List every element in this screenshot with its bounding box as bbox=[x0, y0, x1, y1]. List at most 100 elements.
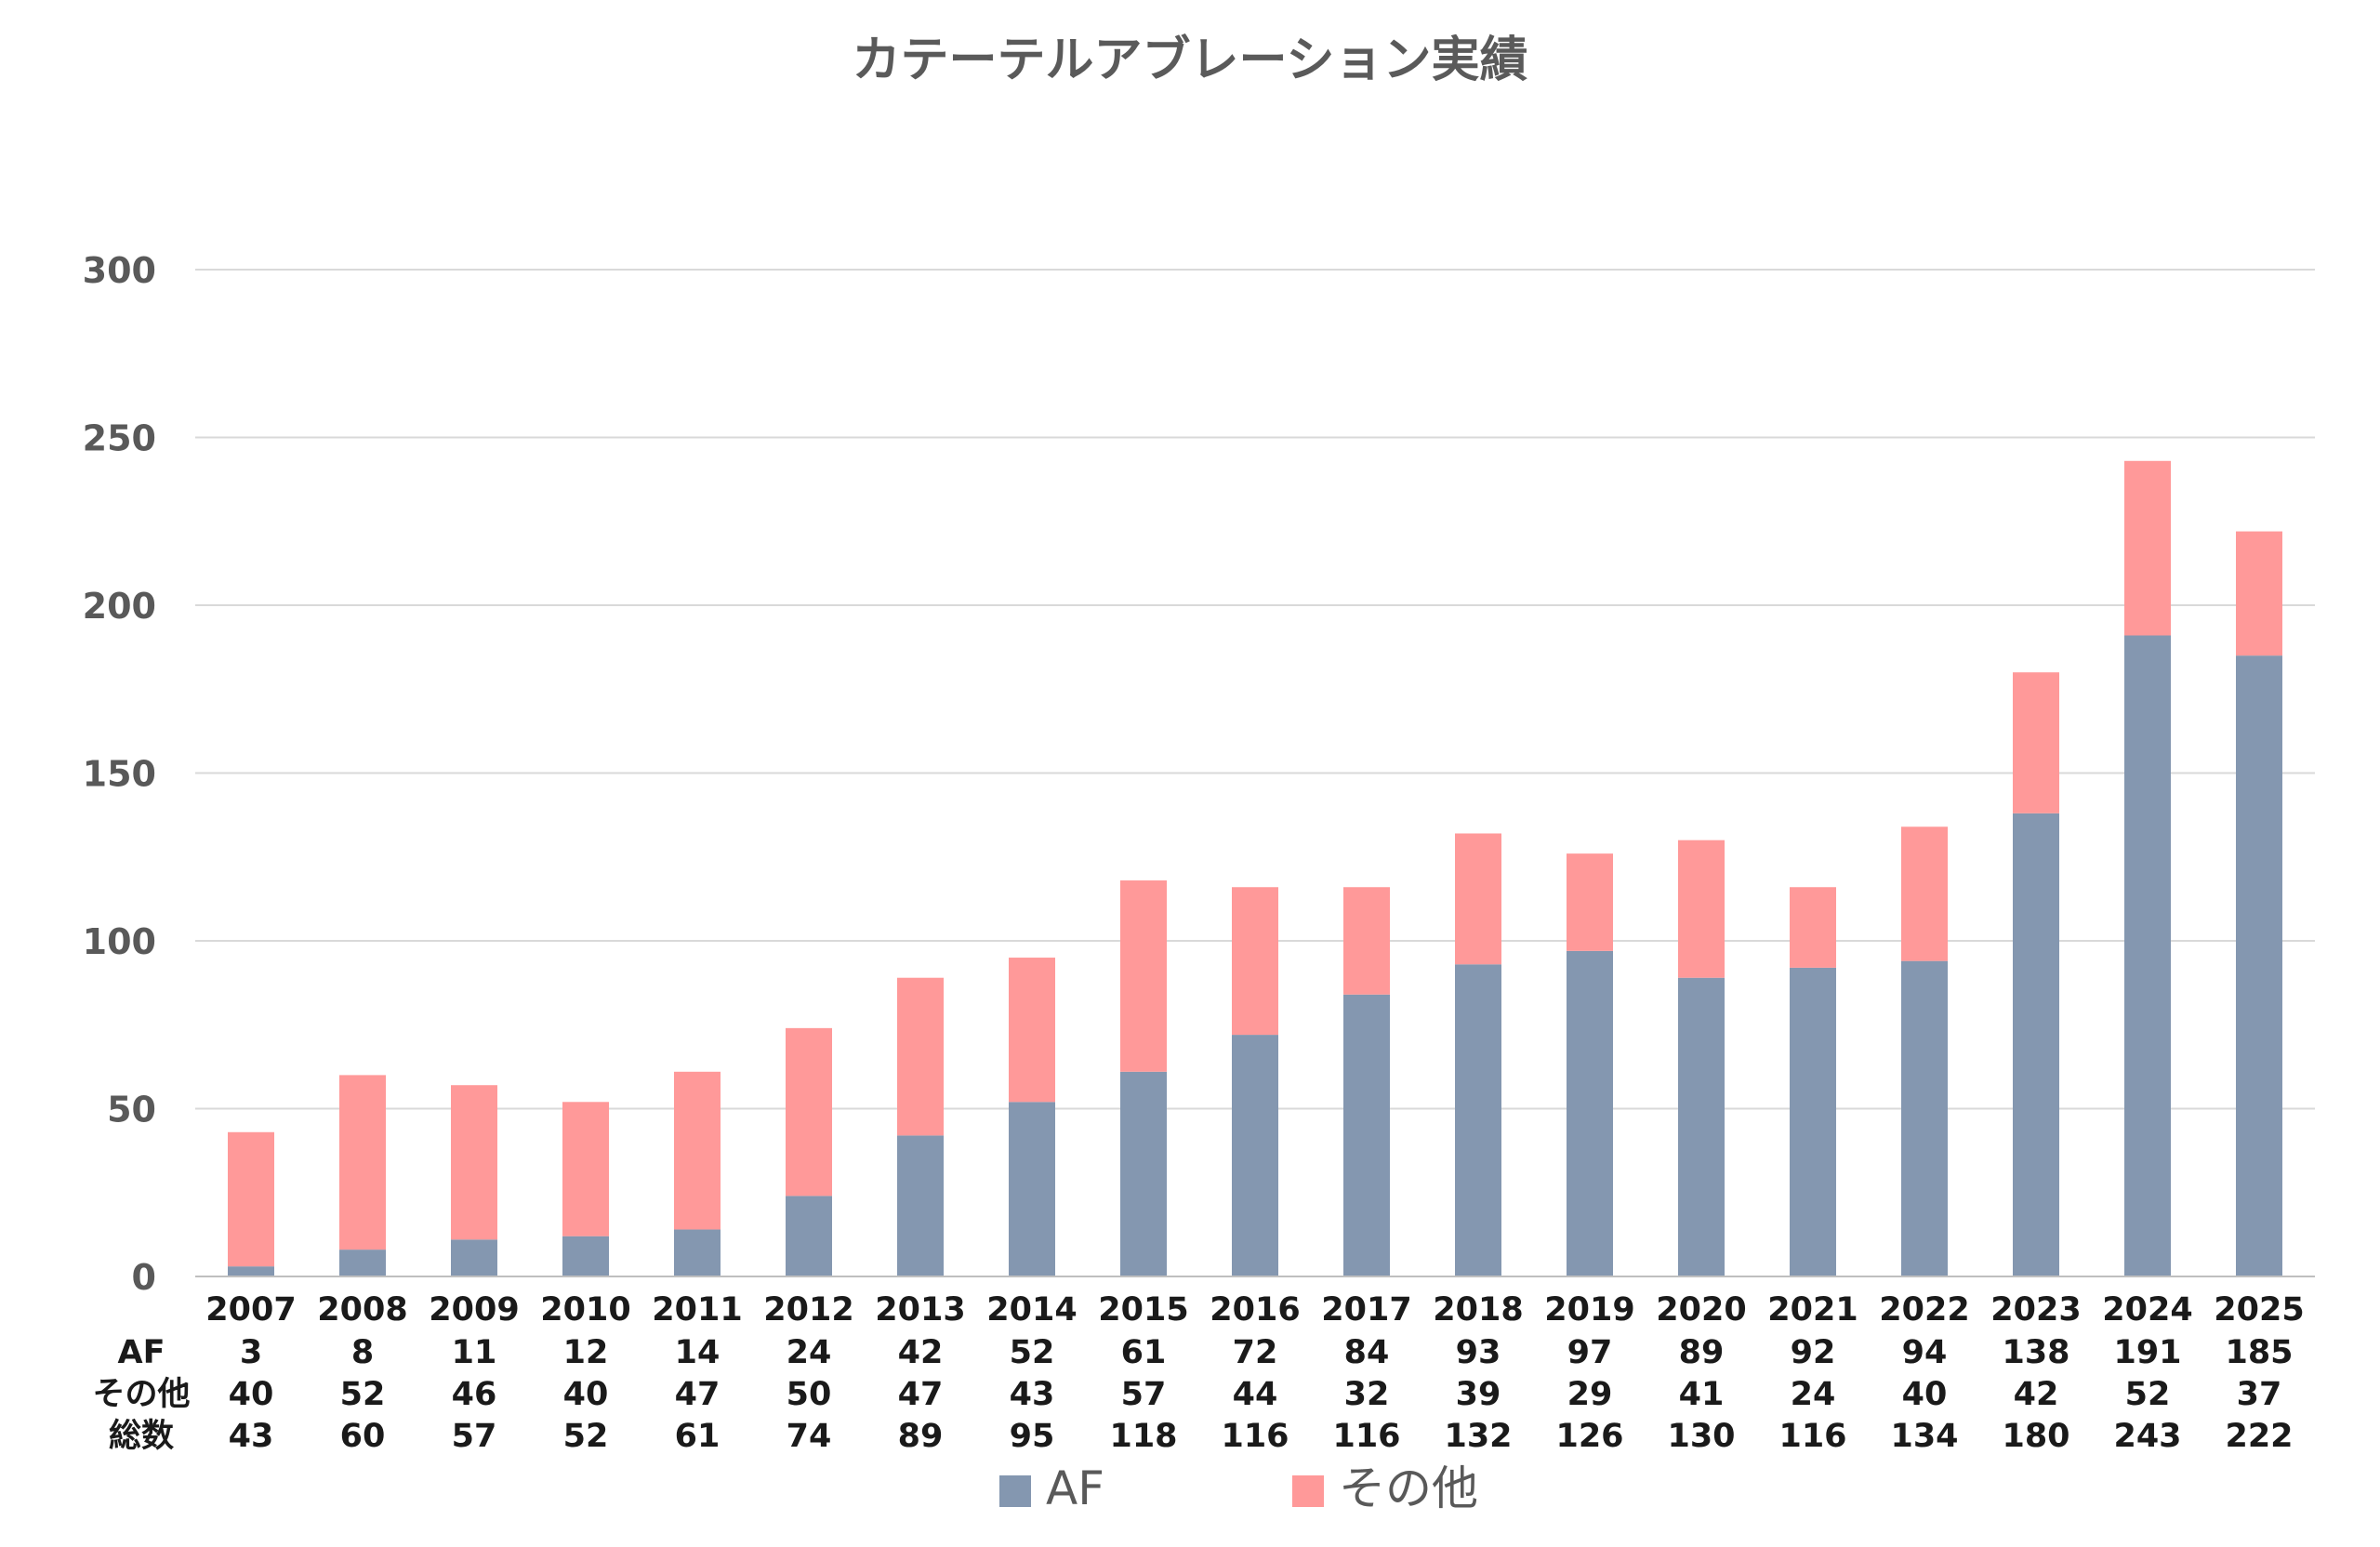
table-cell-af: 89 bbox=[1679, 1334, 1725, 1371]
bar-af-2025 bbox=[2236, 655, 2282, 1276]
bars bbox=[228, 460, 2282, 1276]
table-cell-af: 94 bbox=[1902, 1334, 1948, 1371]
x-tick-label: 2024 bbox=[2102, 1291, 2192, 1329]
x-tick-label: 2015 bbox=[1098, 1291, 1188, 1329]
table-row-label: 総数 bbox=[109, 1418, 174, 1455]
table-cell-other: 43 bbox=[1010, 1376, 1055, 1413]
table-cell-other: 47 bbox=[898, 1376, 944, 1413]
table-cell-total: 74 bbox=[787, 1418, 832, 1455]
bar-af-2012 bbox=[786, 1196, 832, 1276]
bar-other-2010 bbox=[562, 1102, 609, 1236]
y-tick-label: 150 bbox=[83, 754, 156, 795]
legend-swatch-af bbox=[999, 1475, 1031, 1507]
bar-other-2018 bbox=[1455, 833, 1501, 965]
bar-af-2019 bbox=[1567, 950, 1613, 1276]
bar-other-2012 bbox=[786, 1027, 832, 1197]
bar-af-2008 bbox=[339, 1250, 386, 1276]
x-tick-label: 2022 bbox=[1879, 1291, 1969, 1329]
bar-other-2016 bbox=[1232, 887, 1278, 1036]
x-tick-label: 2016 bbox=[1210, 1291, 1300, 1329]
y-tick-label: 100 bbox=[83, 921, 156, 962]
table-cell-other: 29 bbox=[1567, 1376, 1613, 1413]
table-cell-af: 52 bbox=[1010, 1334, 1055, 1371]
table-cell-af: 93 bbox=[1456, 1334, 1501, 1371]
table-cell-other: 40 bbox=[1902, 1376, 1948, 1413]
legend-label-af: AF bbox=[1046, 1461, 1104, 1515]
x-tick-label: 2008 bbox=[317, 1291, 407, 1329]
bar-af-2022 bbox=[1901, 960, 1948, 1276]
bar-af-2021 bbox=[1790, 967, 1836, 1276]
x-tick-label: 2014 bbox=[986, 1291, 1077, 1329]
table-cell-total: 89 bbox=[898, 1418, 944, 1455]
table-cell-other: 57 bbox=[1121, 1376, 1167, 1413]
bar-other-2017 bbox=[1343, 887, 1390, 995]
table-cell-other: 40 bbox=[563, 1376, 609, 1413]
bar-af-2020 bbox=[1678, 977, 1725, 1276]
table-cell-total: 222 bbox=[2225, 1418, 2293, 1455]
x-tick-label: 2011 bbox=[652, 1291, 742, 1329]
bar-af-2013 bbox=[897, 1135, 944, 1276]
bar-other-2020 bbox=[1678, 840, 1725, 978]
table-cell-total: 126 bbox=[1555, 1418, 1623, 1455]
bar-other-2024 bbox=[2124, 460, 2171, 636]
table-cell-af: 12 bbox=[563, 1334, 609, 1371]
table-cell-total: 134 bbox=[1890, 1418, 1958, 1455]
table-cell-total: 118 bbox=[1109, 1418, 1177, 1455]
table-cell-af: 138 bbox=[2002, 1334, 2069, 1371]
table-cell-total: 132 bbox=[1444, 1418, 1512, 1455]
table-cell-af: 185 bbox=[2225, 1334, 2293, 1371]
table-cell-total: 180 bbox=[2002, 1418, 2069, 1455]
bar-other-2023 bbox=[2013, 672, 2059, 813]
bar-other-2014 bbox=[1009, 958, 1055, 1103]
x-tick-label: 2020 bbox=[1656, 1291, 1746, 1329]
table-cell-total: 43 bbox=[229, 1418, 274, 1455]
table-cell-af: 97 bbox=[1567, 1334, 1613, 1371]
y-tick-label: 300 bbox=[83, 250, 156, 291]
bar-other-2009 bbox=[451, 1085, 497, 1240]
bar-af-2015 bbox=[1120, 1071, 1167, 1276]
table-cell-other: 39 bbox=[1456, 1376, 1501, 1413]
table-row-label: その他 bbox=[92, 1376, 190, 1413]
x-tick-label: 2025 bbox=[2214, 1291, 2304, 1329]
table-cell-other: 24 bbox=[1791, 1376, 1836, 1413]
table-cell-total: 116 bbox=[1221, 1418, 1289, 1455]
bar-other-2007 bbox=[228, 1131, 274, 1267]
table-cell-other: 32 bbox=[1344, 1376, 1390, 1413]
table-cell-other: 37 bbox=[2237, 1376, 2282, 1413]
x-tick-label: 2013 bbox=[875, 1291, 965, 1329]
table-cell-other: 50 bbox=[787, 1376, 832, 1413]
table-cell-af: 42 bbox=[898, 1334, 944, 1371]
x-tick-label: 2012 bbox=[763, 1291, 853, 1329]
x-tick-label: 2007 bbox=[205, 1291, 296, 1329]
table-cell-total: 116 bbox=[1778, 1418, 1846, 1455]
table-cell-af: 61 bbox=[1121, 1334, 1167, 1371]
x-tick-label: 2019 bbox=[1544, 1291, 1634, 1329]
gridlines bbox=[195, 269, 2315, 1110]
bar-other-2013 bbox=[897, 977, 944, 1136]
table-cell-af: 3 bbox=[240, 1334, 262, 1371]
table-cell-other: 52 bbox=[340, 1376, 386, 1413]
table-cell-af: 92 bbox=[1791, 1334, 1836, 1371]
bar-other-2019 bbox=[1567, 853, 1613, 951]
table-cell-total: 60 bbox=[340, 1418, 386, 1455]
legend-swatch-other bbox=[1292, 1475, 1324, 1507]
table-cell-af: 84 bbox=[1344, 1334, 1390, 1371]
bar-af-2017 bbox=[1343, 994, 1390, 1276]
table-cell-total: 243 bbox=[2113, 1418, 2181, 1455]
bar-other-2008 bbox=[339, 1075, 386, 1250]
x-tick-label: 2010 bbox=[540, 1291, 630, 1329]
table-cell-other: 46 bbox=[452, 1376, 497, 1413]
table-cell-total: 52 bbox=[563, 1418, 609, 1455]
table-cell-other: 42 bbox=[2014, 1376, 2059, 1413]
legend: AF その他 bbox=[999, 1461, 1478, 1515]
chart-title: カテーテルアブレーション実績 bbox=[853, 33, 1528, 88]
y-tick-label: 0 bbox=[132, 1257, 156, 1298]
table-cell-af: 14 bbox=[675, 1334, 721, 1371]
table-cell-total: 130 bbox=[1667, 1418, 1735, 1455]
bar-af-2009 bbox=[451, 1239, 497, 1276]
bar-af-2016 bbox=[1232, 1035, 1278, 1276]
table-cell-total: 116 bbox=[1332, 1418, 1400, 1455]
table-cell-other: 47 bbox=[675, 1376, 721, 1413]
x-tick-label: 2021 bbox=[1767, 1291, 1858, 1329]
